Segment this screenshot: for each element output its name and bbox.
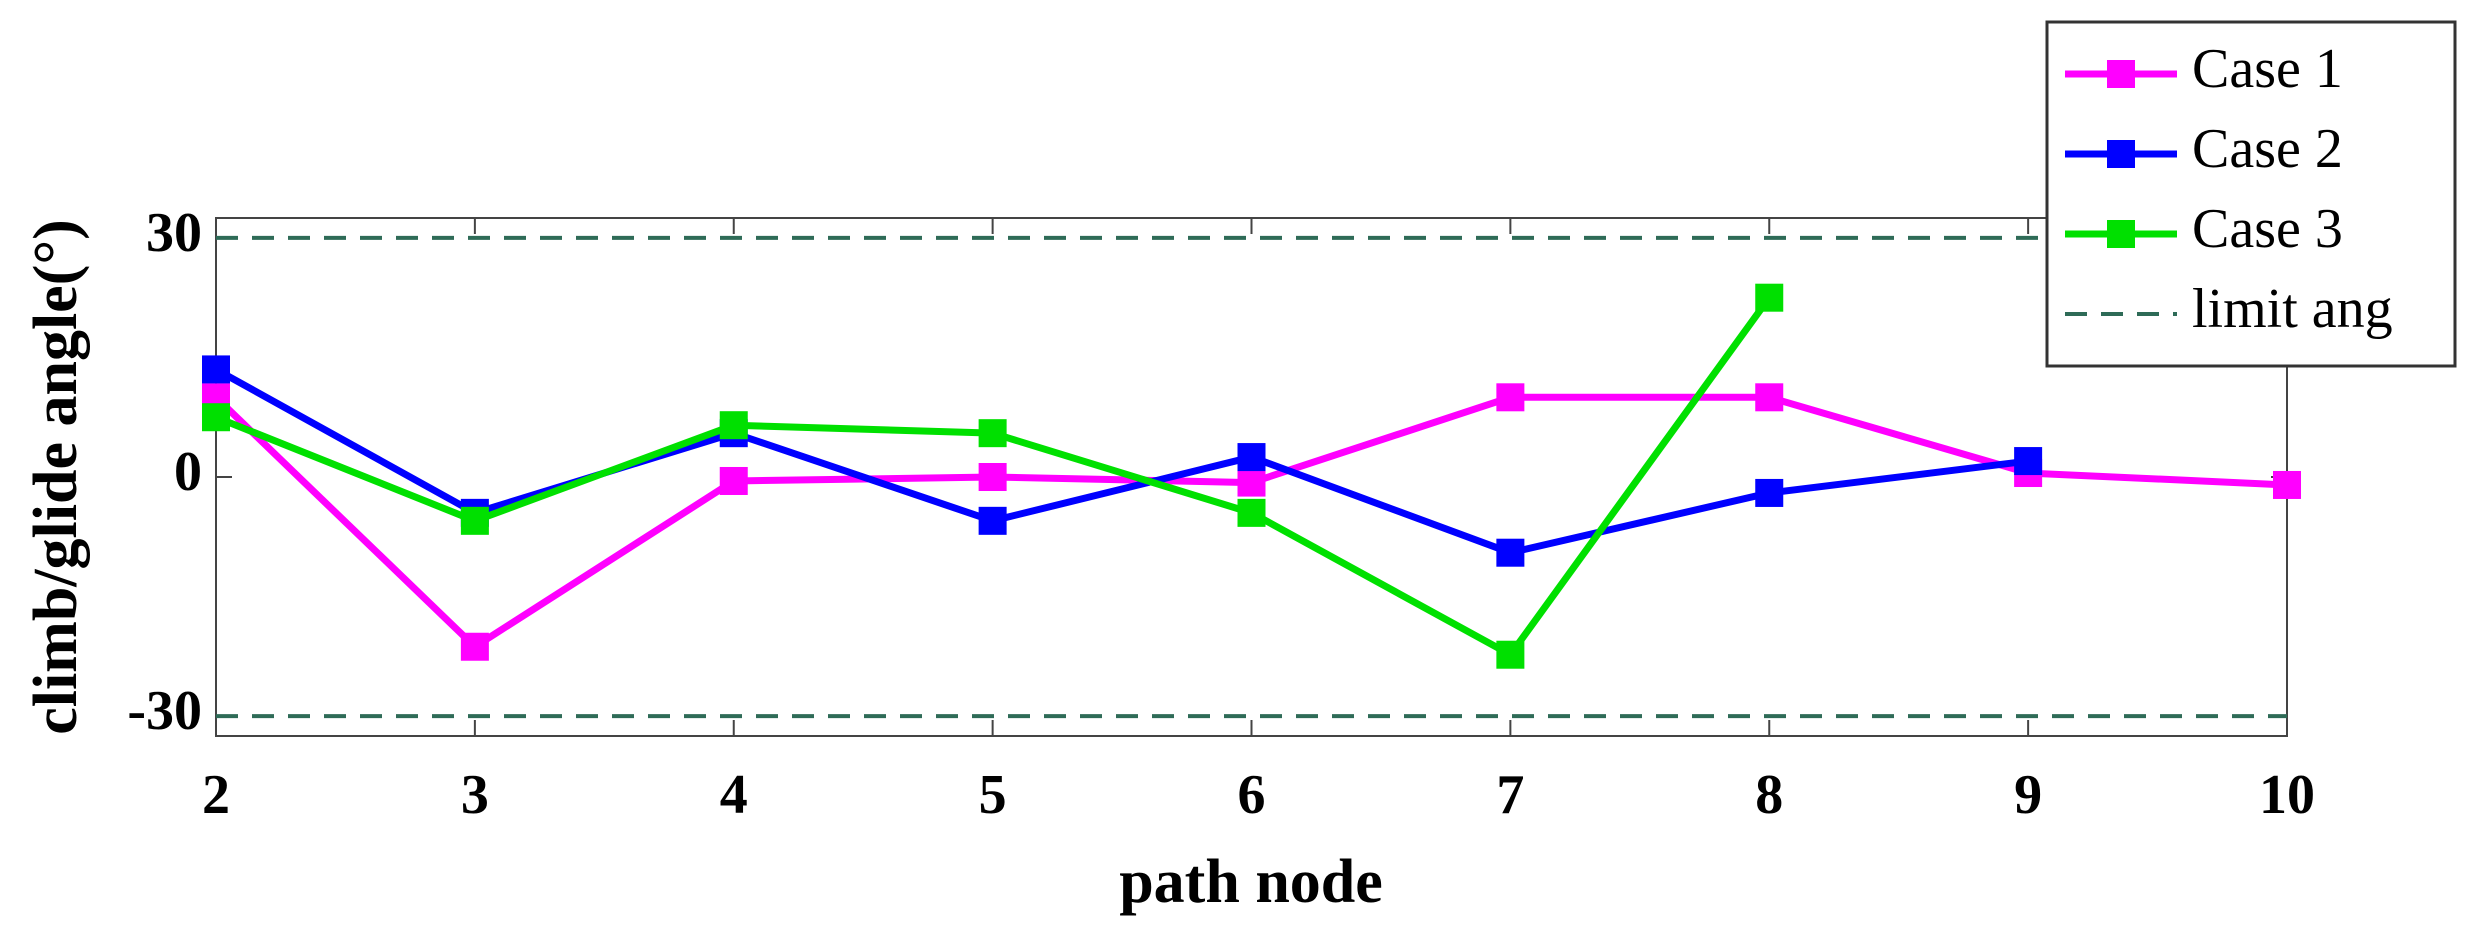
legend-marker (2107, 60, 2135, 88)
marker (202, 355, 230, 384)
marker (2273, 470, 2301, 499)
legend-marker (2107, 220, 2135, 248)
marker (1755, 383, 1784, 412)
x-tick-label: 5 (979, 764, 1007, 826)
x-tick-label: 9 (2014, 764, 2042, 826)
legend-label: Case 1 (2192, 38, 2343, 100)
legend-label: Case 3 (2192, 198, 2343, 260)
marker (202, 403, 230, 432)
x-tick-label: 4 (720, 764, 748, 826)
marker (1755, 283, 1784, 312)
marker (1496, 538, 1525, 567)
marker (1237, 498, 1266, 527)
y-tick-label: 30 (146, 202, 202, 264)
x-axis-label: path node (1119, 848, 1383, 916)
x-tick-label: 7 (1496, 764, 1524, 826)
legend-label: Case 2 (2192, 118, 2343, 180)
marker (1496, 383, 1525, 412)
y-tick-label: 0 (174, 441, 202, 503)
x-tick-label: 6 (1238, 764, 1266, 826)
marker (719, 411, 748, 440)
y-axis-label: climb/glide angle(°) (22, 219, 90, 735)
legend-label: limit ang (2192, 278, 2393, 340)
marker (1237, 468, 1266, 497)
marker (719, 466, 748, 495)
marker (1496, 640, 1525, 669)
marker (1237, 443, 1266, 472)
marker (978, 506, 1007, 535)
x-tick-label: 3 (461, 764, 489, 826)
y-tick-label: -30 (127, 680, 202, 742)
x-tick-label: 2 (202, 764, 230, 826)
marker (2014, 447, 2043, 476)
x-tick-label: 8 (1755, 764, 1783, 826)
legend-marker (2107, 140, 2135, 168)
marker (460, 632, 489, 661)
marker (1755, 478, 1784, 507)
x-tick-label: 10 (2259, 764, 2315, 826)
marker (978, 419, 1007, 448)
series-line (214, 366, 2029, 557)
marker (460, 506, 489, 535)
marker (978, 463, 1007, 491)
